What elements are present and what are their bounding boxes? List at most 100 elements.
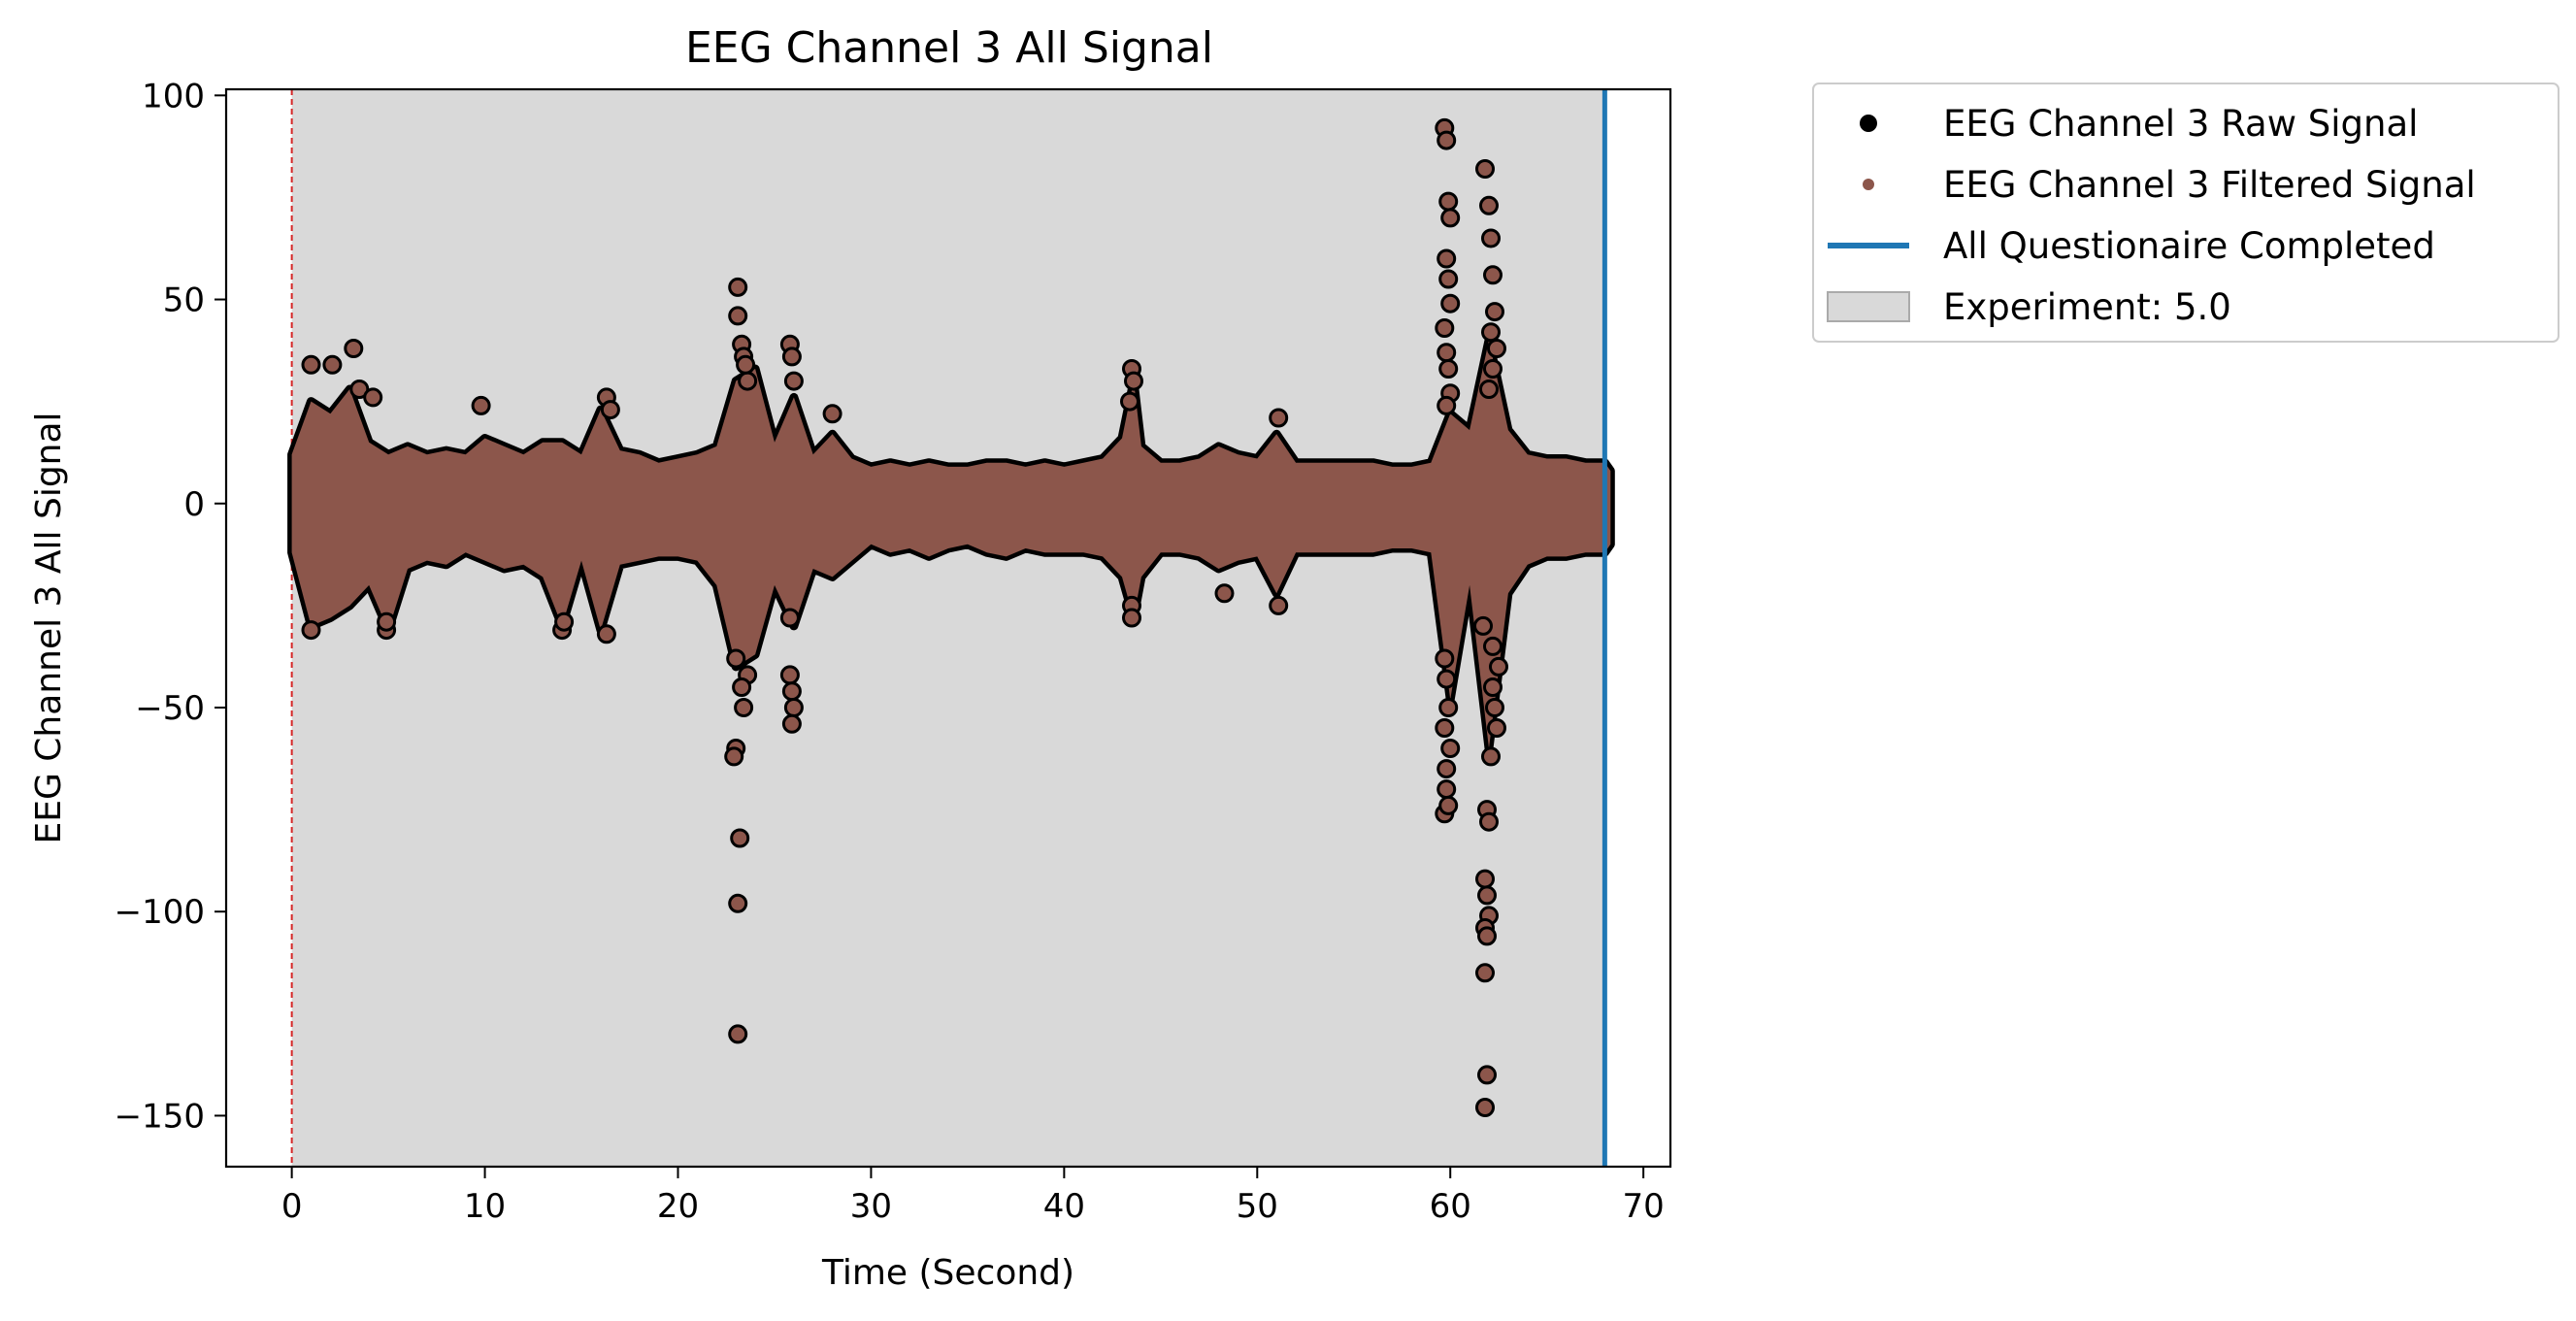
- data-point: [1475, 159, 1495, 179]
- data-point: [738, 371, 758, 391]
- legend-items: EEG Channel 3 Raw Signal EEG Channel 3 Fi…: [1827, 103, 2476, 328]
- data-point: [783, 698, 804, 717]
- data-point: [1440, 208, 1461, 228]
- data-point: [1440, 293, 1461, 314]
- data-point: [1437, 669, 1457, 689]
- data-point: [1477, 926, 1497, 946]
- data-point: [1475, 963, 1495, 983]
- y-tick-label: 50: [163, 281, 205, 320]
- data-point: [1475, 1098, 1495, 1117]
- x-tick-label: 40: [1043, 1187, 1085, 1226]
- data-point: [1473, 615, 1493, 636]
- data-point: [1437, 248, 1457, 269]
- y-tick-label: 100: [142, 77, 205, 116]
- data-point: [781, 713, 802, 734]
- data-point: [1481, 322, 1501, 343]
- data-point: [1438, 698, 1459, 717]
- data-point: [554, 611, 575, 632]
- signal-band: [291, 340, 1611, 748]
- data-point: [1477, 1065, 1497, 1085]
- data-point: [781, 681, 802, 702]
- x-tick-label: 20: [657, 1187, 699, 1226]
- data-point: [1214, 583, 1235, 604]
- data-point: [1483, 265, 1503, 285]
- chart-title: EEG Channel 3 All Signal: [685, 23, 1213, 73]
- data-point: [344, 339, 364, 358]
- data-point: [1479, 811, 1499, 832]
- data-point: [596, 624, 616, 644]
- legend: EEG Channel 3 Raw Signal EEG Channel 3 Fi…: [1812, 83, 2559, 343]
- data-point: [1477, 885, 1497, 906]
- x-tick-label: 30: [850, 1187, 892, 1226]
- data-point: [1483, 677, 1503, 697]
- data-point: [322, 354, 343, 375]
- x-tick-label: 0: [281, 1187, 303, 1226]
- data-point: [783, 371, 804, 391]
- x-tick-label: 10: [464, 1187, 506, 1226]
- data-point: [1437, 395, 1457, 415]
- data-point: [1435, 318, 1455, 338]
- data-point: [822, 404, 842, 424]
- data-point: [1440, 739, 1461, 758]
- data-point: [781, 347, 802, 367]
- y-axis-ticks: 100 50 0 −50 −100 −150: [115, 77, 226, 1136]
- plot-area: [224, 87, 1672, 1169]
- data-point: [1483, 636, 1503, 656]
- legend-entry: EEG Channel 3 Raw Signal: [1860, 103, 2418, 145]
- legend-entry: EEG Channel 3 Filtered Signal: [1863, 164, 2476, 206]
- data-point: [779, 665, 800, 685]
- y-tick-label: 0: [183, 485, 205, 524]
- data-point: [301, 354, 321, 375]
- data-point: [1437, 779, 1457, 800]
- data-point: [1122, 608, 1141, 628]
- legend-marker: [1860, 115, 1877, 132]
- data-point: [728, 277, 748, 297]
- data-point: [1485, 302, 1504, 322]
- data-point: [779, 608, 800, 628]
- x-tick-label: 50: [1237, 1187, 1278, 1226]
- data-point: [724, 746, 744, 767]
- data-point: [732, 677, 752, 697]
- legend-label: EEG Channel 3 Raw Signal: [1943, 103, 2418, 145]
- data-point: [730, 828, 750, 848]
- y-tick-label: −150: [115, 1097, 205, 1136]
- legend-patch: [1827, 291, 1910, 322]
- legend-frame: [1812, 83, 2559, 343]
- y-tick-label: −50: [135, 689, 205, 728]
- data-point: [1479, 195, 1499, 215]
- data-point: [728, 1024, 748, 1044]
- data-point: [1435, 718, 1455, 738]
- data-point: [1437, 343, 1457, 363]
- data-point: [1481, 746, 1501, 767]
- legend-entry: All Questionaire Completed: [1828, 225, 2435, 267]
- data-point: [1438, 795, 1459, 815]
- data-point: [1438, 359, 1459, 379]
- data-point: [301, 620, 321, 641]
- data-point: [1437, 130, 1457, 150]
- data-point: [1120, 391, 1139, 412]
- x-axis-label: Time (Second): [821, 1253, 1074, 1293]
- legend-label: All Questionaire Completed: [1943, 225, 2435, 267]
- signal-points: [301, 117, 1508, 1117]
- y-axis-label: EEG Channel 3 All Signal: [29, 412, 69, 843]
- data-point: [726, 648, 746, 669]
- data-point: [1438, 191, 1459, 212]
- data-point: [734, 698, 754, 717]
- legend-marker: [1863, 179, 1874, 190]
- data-point: [728, 893, 748, 913]
- data-point: [1269, 595, 1289, 615]
- data-point: [1475, 869, 1495, 889]
- data-point: [1269, 408, 1289, 428]
- data-point: [1487, 339, 1506, 358]
- data-point: [1487, 718, 1506, 738]
- data-point: [1438, 269, 1459, 289]
- data-point: [1485, 698, 1504, 717]
- legend-label: Experiment: 5.0: [1943, 286, 2231, 328]
- legend-label: EEG Channel 3 Filtered Signal: [1943, 164, 2476, 206]
- x-axis-ticks: 0 10 20 30 40 50 60 70: [281, 1167, 1665, 1226]
- data-point: [1479, 380, 1499, 399]
- x-tick-label: 60: [1430, 1187, 1471, 1226]
- data-point: [471, 395, 491, 415]
- data-point: [1489, 656, 1508, 677]
